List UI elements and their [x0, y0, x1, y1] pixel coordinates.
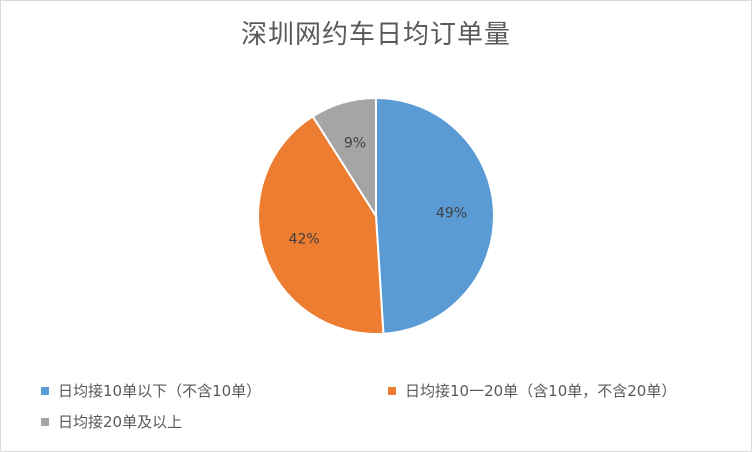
legend-label-10-to-20: 日均接10一20单（含10单，不含20单） — [405, 382, 677, 400]
pie-slice-10-to-20 — [257, 115, 385, 335]
pie-slice-under-10 — [375, 97, 495, 335]
legend-label-under-10: 日均接10单以下（不含10单） — [58, 382, 262, 400]
data-label-under-10: 49% — [436, 206, 467, 222]
legend-swatch-20-plus — [41, 417, 49, 426]
data-label-20-plus: 9% — [344, 135, 366, 151]
legend-item-20-plus: 日均接20单及以上 — [41, 411, 182, 432]
data-label-10-to-20: 42% — [289, 231, 320, 247]
chart-title: 深圳网约车日均订单量 — [240, 20, 511, 50]
legend-swatch-under-10 — [41, 386, 49, 395]
legend-item-10-to-20: 日均接10一20单（含10单，不含20单） — [388, 380, 676, 401]
legend-swatch-10-to-20 — [388, 386, 396, 395]
legend-label-20-plus: 日均接20单及以上 — [58, 413, 183, 431]
legend-item-under-10: 日均接10单以下（不含10单） — [41, 380, 261, 401]
pie-slice-20-plus — [311, 97, 377, 217]
